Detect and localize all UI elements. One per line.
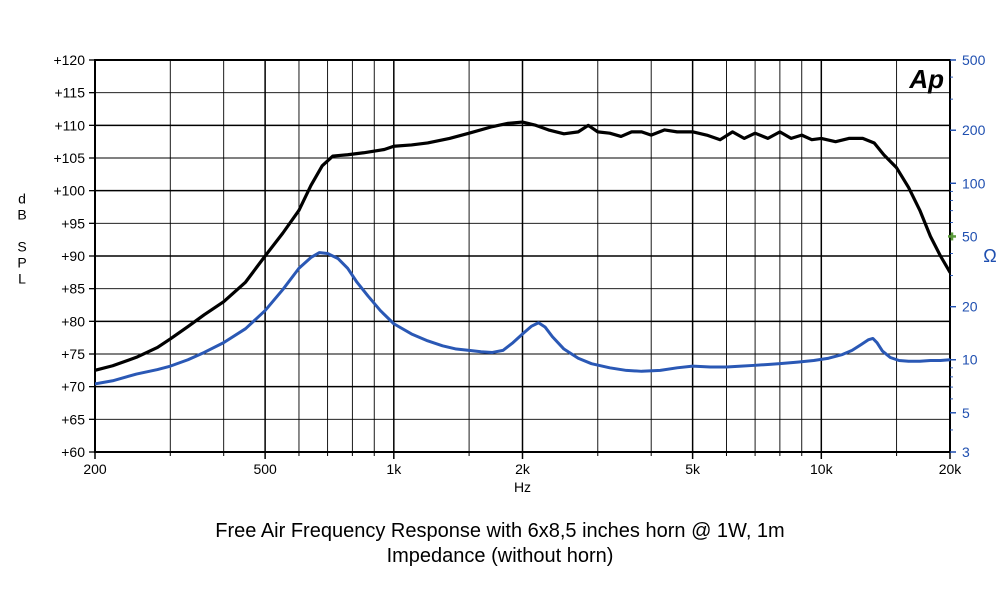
svg-text:100: 100 [962,175,986,191]
svg-text:+65: +65 [61,411,85,427]
svg-text:P: P [17,255,26,271]
svg-text:+115: +115 [55,85,86,101]
svg-text:Hz: Hz [514,479,531,495]
svg-text:+100: +100 [53,183,85,199]
svg-text:10k: 10k [810,461,834,477]
svg-text:200: 200 [962,122,986,138]
ap-logo: Ap [908,64,944,94]
svg-text:S: S [17,239,26,255]
frequency-response-chart: 200 500 1k 2k 5k 10k 20k Hz +60 +65 +70 +75 +80 +85 +9… [0,0,1000,500]
svg-text:20k: 20k [939,461,963,477]
svg-text:+95: +95 [61,215,85,231]
svg-text:+70: +70 [61,379,85,395]
svg-text:+90: +90 [61,248,85,264]
svg-text:+110: +110 [55,117,86,133]
caption-line-2: Impedance (without horn) [0,545,1000,568]
svg-text:L: L [18,271,26,287]
svg-text:+80: +80 [61,313,85,329]
svg-text:Ω: Ω [983,246,996,266]
svg-text:3: 3 [962,444,970,460]
svg-text:5k: 5k [685,461,701,477]
svg-text:10: 10 [962,352,978,368]
svg-text:200: 200 [83,461,107,477]
svg-text:5: 5 [962,405,970,421]
svg-text:B: B [17,207,26,223]
svg-text:+75: +75 [61,346,85,362]
svg-text:+105: +105 [53,150,85,166]
svg-text:20: 20 [962,299,978,315]
svg-text:50: 50 [962,228,978,244]
caption-line-1: Free Air Frequency Response with 6x8,5 i… [0,520,1000,543]
svg-text:500: 500 [962,52,986,68]
svg-text:+60: +60 [61,444,85,460]
svg-text:d: d [18,191,26,207]
svg-text:2k: 2k [515,461,531,477]
svg-text:1k: 1k [386,461,402,477]
svg-text:Ap: Ap [908,64,944,94]
svg-text:+85: +85 [61,281,85,297]
svg-text:+120: +120 [53,52,85,68]
svg-text:500: 500 [253,461,277,477]
